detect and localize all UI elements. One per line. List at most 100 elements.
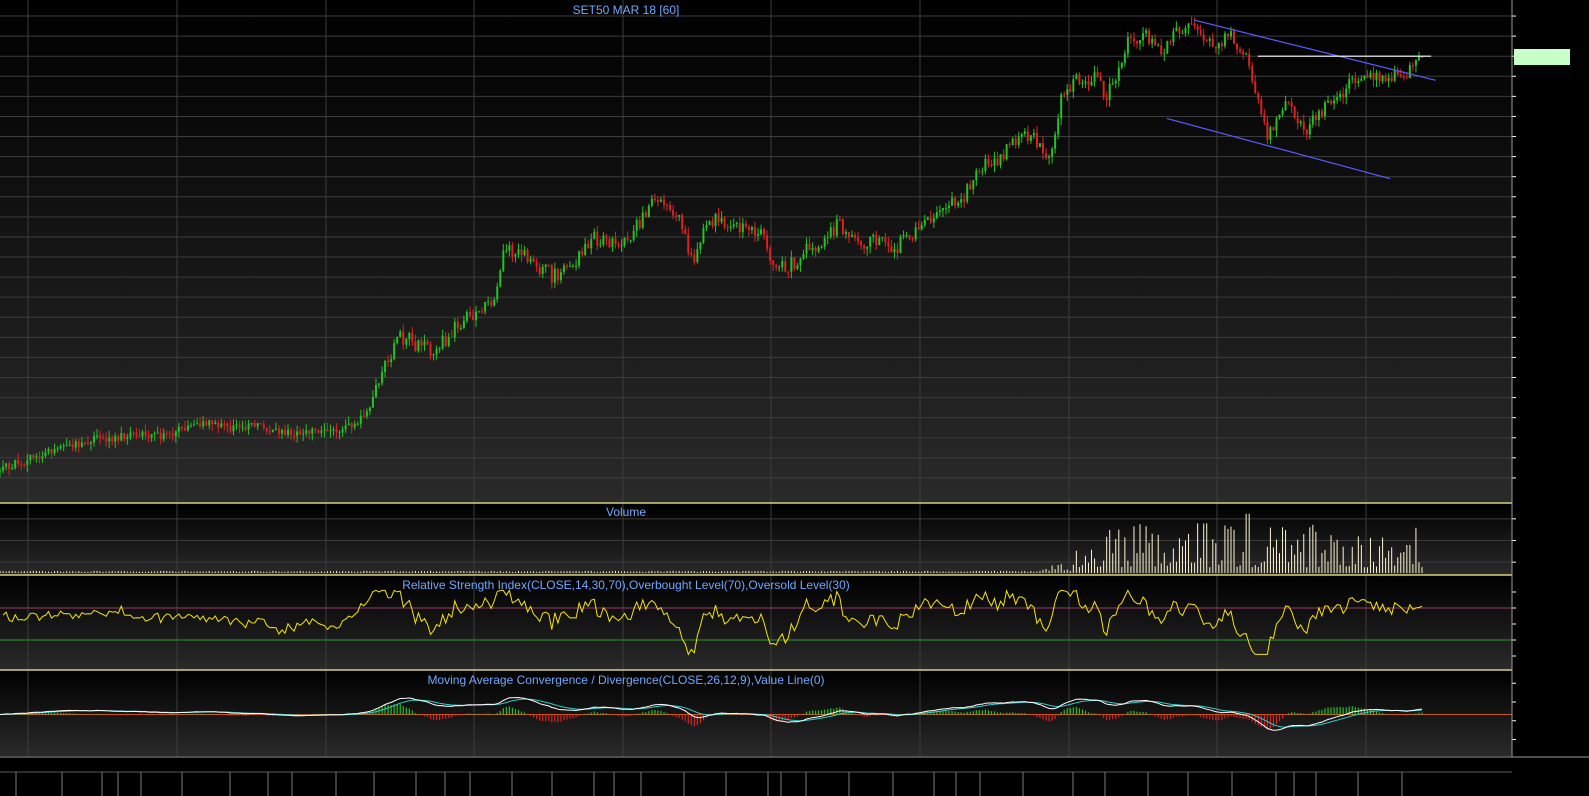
candle [1060, 92, 1063, 126]
candle [556, 267, 559, 286]
candle-body [835, 218, 838, 236]
candle [80, 437, 83, 448]
candle-body [420, 340, 423, 346]
candle [535, 258, 538, 273]
candle [908, 234, 911, 241]
candle [569, 261, 572, 268]
candle-body [290, 429, 293, 436]
candle [854, 232, 857, 242]
candle [405, 338, 408, 349]
candle-body [138, 435, 141, 437]
candle [732, 218, 735, 230]
candle-body [253, 423, 256, 427]
candle [417, 339, 420, 353]
candle-body [271, 429, 274, 433]
candle [572, 263, 575, 268]
candle-body [262, 424, 265, 428]
macd-panel[interactable] [0, 696, 1512, 731]
candle [129, 426, 132, 441]
candle-body [405, 338, 408, 345]
candle [423, 334, 426, 351]
candle-body [1020, 133, 1023, 137]
candle [83, 441, 86, 446]
candle [605, 233, 608, 246]
candle-body [217, 422, 220, 428]
candle [941, 207, 944, 217]
candle-body [26, 460, 29, 466]
candle-body [141, 431, 144, 437]
candle-body [1348, 79, 1351, 89]
candle-body [1381, 75, 1384, 82]
candle-body [1038, 143, 1041, 147]
candle [726, 223, 729, 233]
candle-body [99, 435, 102, 439]
candle-body [432, 354, 435, 356]
price-panel[interactable] [0, 16, 1436, 478]
candle [814, 245, 817, 258]
candle [629, 239, 632, 244]
candle-body [296, 431, 299, 436]
volume-panel[interactable] [0, 513, 1423, 573]
candle-body [1369, 72, 1372, 78]
candle [1384, 73, 1387, 83]
candle-body [235, 424, 238, 426]
candle-body [611, 238, 614, 248]
candle-body [581, 251, 584, 255]
candle-body [1023, 131, 1026, 134]
candle [1239, 46, 1242, 55]
candle [790, 250, 793, 279]
candle [951, 191, 954, 207]
candle-body [1184, 27, 1187, 34]
candle [1002, 149, 1005, 163]
candle-body [356, 423, 359, 425]
candle [711, 216, 714, 229]
rsi-panel[interactable] [0, 589, 1512, 656]
candle-body [860, 241, 863, 246]
candle [823, 234, 826, 251]
candle-body [911, 238, 914, 240]
candle [541, 263, 544, 279]
candle-body [1399, 74, 1402, 77]
candle [644, 209, 647, 218]
candle-body [50, 448, 53, 454]
candle [499, 268, 502, 288]
candle-body [1251, 65, 1254, 82]
candle-body [808, 243, 811, 250]
candle [1414, 59, 1417, 73]
candle-body [844, 231, 847, 234]
candle-body [678, 215, 681, 217]
candle-body [259, 423, 262, 425]
candle [526, 247, 529, 264]
volume-panel-title: Volume [606, 505, 646, 519]
candle [438, 346, 441, 354]
candle-body [960, 199, 963, 203]
candle [538, 262, 541, 278]
candle-body [241, 427, 244, 429]
candle-body [1208, 38, 1211, 41]
candle-body [311, 428, 314, 435]
candle [805, 237, 808, 259]
candle-body [884, 237, 887, 243]
candle [747, 224, 750, 237]
candle [1236, 43, 1239, 55]
candle [1029, 135, 1032, 144]
candle-body [332, 429, 335, 431]
candle-body [1187, 23, 1190, 28]
candle [884, 232, 887, 247]
candle [923, 214, 926, 228]
candle-body [587, 243, 590, 249]
macd-panel-title: Moving Average Convergence / Divergence(… [427, 673, 824, 687]
candle-body [38, 456, 41, 459]
candle-body [499, 270, 502, 287]
candle-body [908, 235, 911, 239]
candle [274, 422, 277, 431]
candle-body [672, 210, 675, 216]
candle-body [805, 243, 808, 254]
candle-body [293, 435, 296, 437]
candle [41, 451, 44, 463]
candle-body [471, 315, 474, 320]
candle [1369, 70, 1372, 80]
candle [584, 237, 587, 256]
candle-body [1042, 143, 1045, 154]
